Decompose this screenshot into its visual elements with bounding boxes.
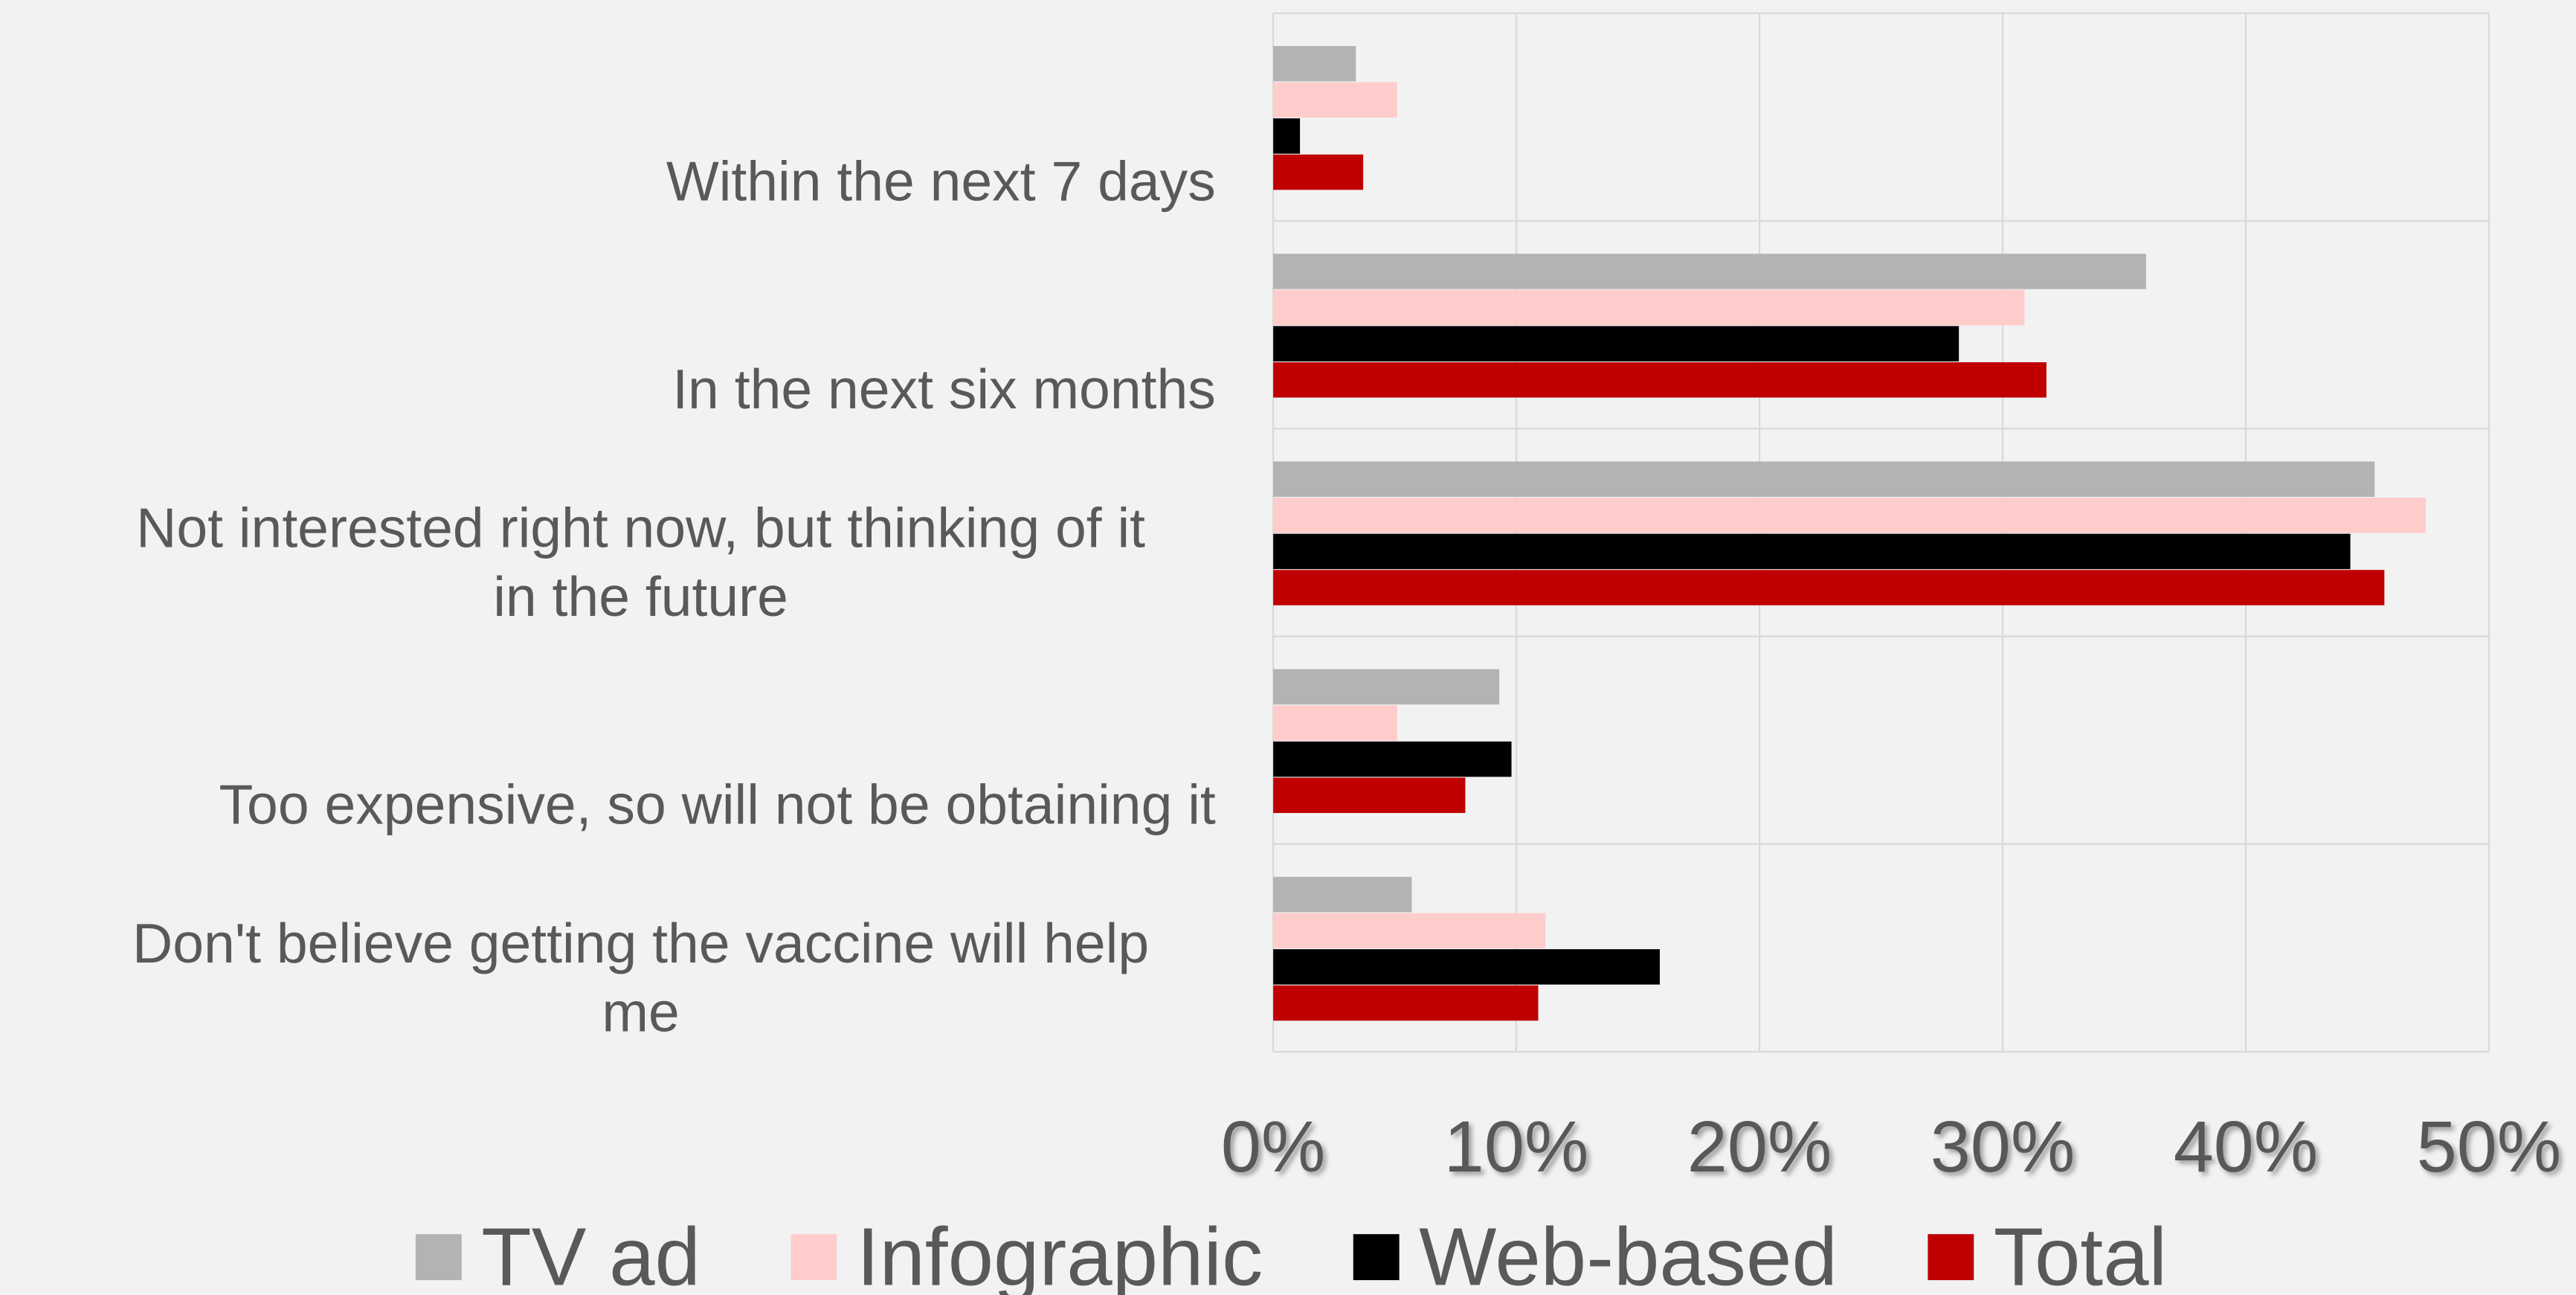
legend-swatch (790, 1234, 837, 1281)
bar (1273, 45, 1356, 82)
category-label: Too expensive, so will not be obtaining … (219, 773, 1216, 835)
legend-swatch (415, 1234, 462, 1281)
bar (1273, 461, 2375, 497)
bar (1273, 533, 2351, 570)
bar (1273, 741, 1512, 777)
bar (1273, 154, 1364, 190)
category-label: In the next six months (672, 358, 1216, 420)
x-tick-label: 40% (2174, 1106, 2319, 1187)
bar (1273, 570, 2385, 605)
legend-label: TV ad (481, 1212, 701, 1295)
legend-swatch (1353, 1234, 1400, 1281)
bar (1273, 498, 2426, 533)
legend-label: Web-based (1419, 1212, 1838, 1295)
category-label: Within the next 7 days (666, 150, 1216, 213)
bar (1273, 949, 1660, 985)
legend-swatch (1928, 1234, 1974, 1281)
x-tick-label: 30% (1931, 1106, 2076, 1187)
bar (1273, 118, 1301, 154)
x-tick-label: 10% (1444, 1106, 1589, 1187)
bar (1273, 985, 1539, 1021)
bar (1273, 326, 1960, 361)
bar (1273, 705, 1397, 741)
bar (1273, 777, 1466, 813)
bar (1273, 913, 1546, 949)
bar (1273, 669, 1500, 705)
category-label: Not interested right now, but thinking o… (136, 496, 1145, 628)
bar (1273, 254, 2146, 289)
x-tick-label: 20% (1687, 1106, 1832, 1187)
bar (1273, 82, 1397, 118)
bar (1273, 361, 2047, 398)
x-tick-label: 50% (2417, 1106, 2562, 1187)
x-tick-label: 0% (1221, 1106, 1325, 1187)
bar (1273, 876, 1412, 913)
category-label: Don't believe getting the vaccine will h… (132, 912, 1149, 1044)
legend-label: Total (1994, 1212, 2167, 1295)
legend-label: Infographic (857, 1212, 1263, 1295)
bar (1273, 289, 2025, 326)
